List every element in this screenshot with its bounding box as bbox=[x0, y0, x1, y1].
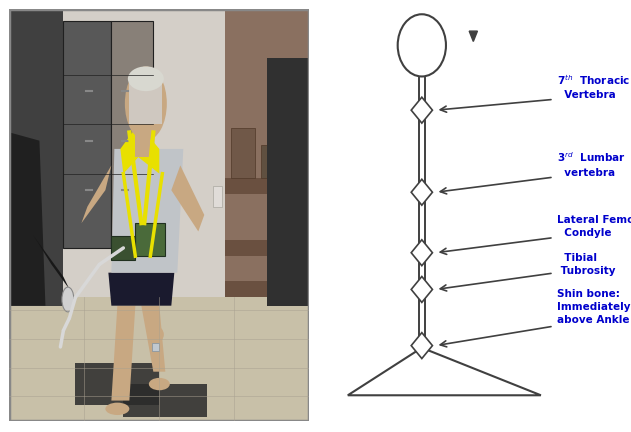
Bar bbox=[129, 83, 162, 124]
Polygon shape bbox=[109, 273, 174, 306]
Polygon shape bbox=[172, 165, 204, 232]
Polygon shape bbox=[411, 276, 432, 302]
Polygon shape bbox=[112, 149, 183, 273]
Bar bbox=[112, 235, 136, 260]
Ellipse shape bbox=[105, 403, 129, 415]
Bar bbox=[225, 281, 309, 297]
Polygon shape bbox=[33, 235, 69, 289]
Polygon shape bbox=[141, 306, 165, 372]
Bar bbox=[124, 384, 208, 417]
Bar bbox=[225, 9, 309, 297]
Text: 3$^{rd}$  Lumbar
  vertebra: 3$^{rd}$ Lumbar vertebra bbox=[557, 151, 626, 178]
Bar bbox=[136, 133, 150, 157]
Text: Shin bone:
Immediately
above Ankle: Shin bone: Immediately above Ankle bbox=[557, 289, 630, 325]
Bar bbox=[225, 240, 309, 256]
Bar bbox=[151, 343, 159, 351]
Text: Tibial
 Tubrosity: Tibial Tubrosity bbox=[557, 253, 615, 276]
Ellipse shape bbox=[398, 14, 446, 76]
Polygon shape bbox=[112, 306, 136, 400]
Bar bbox=[9, 9, 64, 306]
Ellipse shape bbox=[149, 378, 170, 390]
Text: Lateral Femoral
  Condyle: Lateral Femoral Condyle bbox=[557, 215, 631, 238]
Polygon shape bbox=[411, 179, 432, 205]
Bar bbox=[9, 297, 309, 421]
Bar bbox=[76, 363, 160, 405]
Ellipse shape bbox=[149, 326, 164, 343]
Polygon shape bbox=[121, 124, 160, 174]
Ellipse shape bbox=[128, 67, 164, 91]
Bar bbox=[225, 178, 309, 194]
Text: 7$^{th}$  Thoracic
  Vertebra: 7$^{th}$ Thoracic Vertebra bbox=[557, 73, 630, 100]
Ellipse shape bbox=[125, 67, 167, 141]
Bar bbox=[261, 145, 279, 178]
Polygon shape bbox=[348, 348, 541, 395]
Ellipse shape bbox=[62, 287, 74, 312]
Polygon shape bbox=[81, 165, 112, 223]
Bar bbox=[213, 186, 222, 206]
Bar bbox=[9, 9, 309, 306]
Polygon shape bbox=[411, 97, 432, 123]
Polygon shape bbox=[469, 31, 478, 41]
Polygon shape bbox=[411, 333, 432, 359]
Bar bbox=[112, 21, 153, 248]
Polygon shape bbox=[411, 240, 432, 266]
Polygon shape bbox=[9, 133, 45, 306]
Bar bbox=[268, 58, 309, 306]
Bar bbox=[136, 223, 165, 256]
Bar bbox=[232, 128, 255, 178]
Bar bbox=[64, 21, 111, 248]
